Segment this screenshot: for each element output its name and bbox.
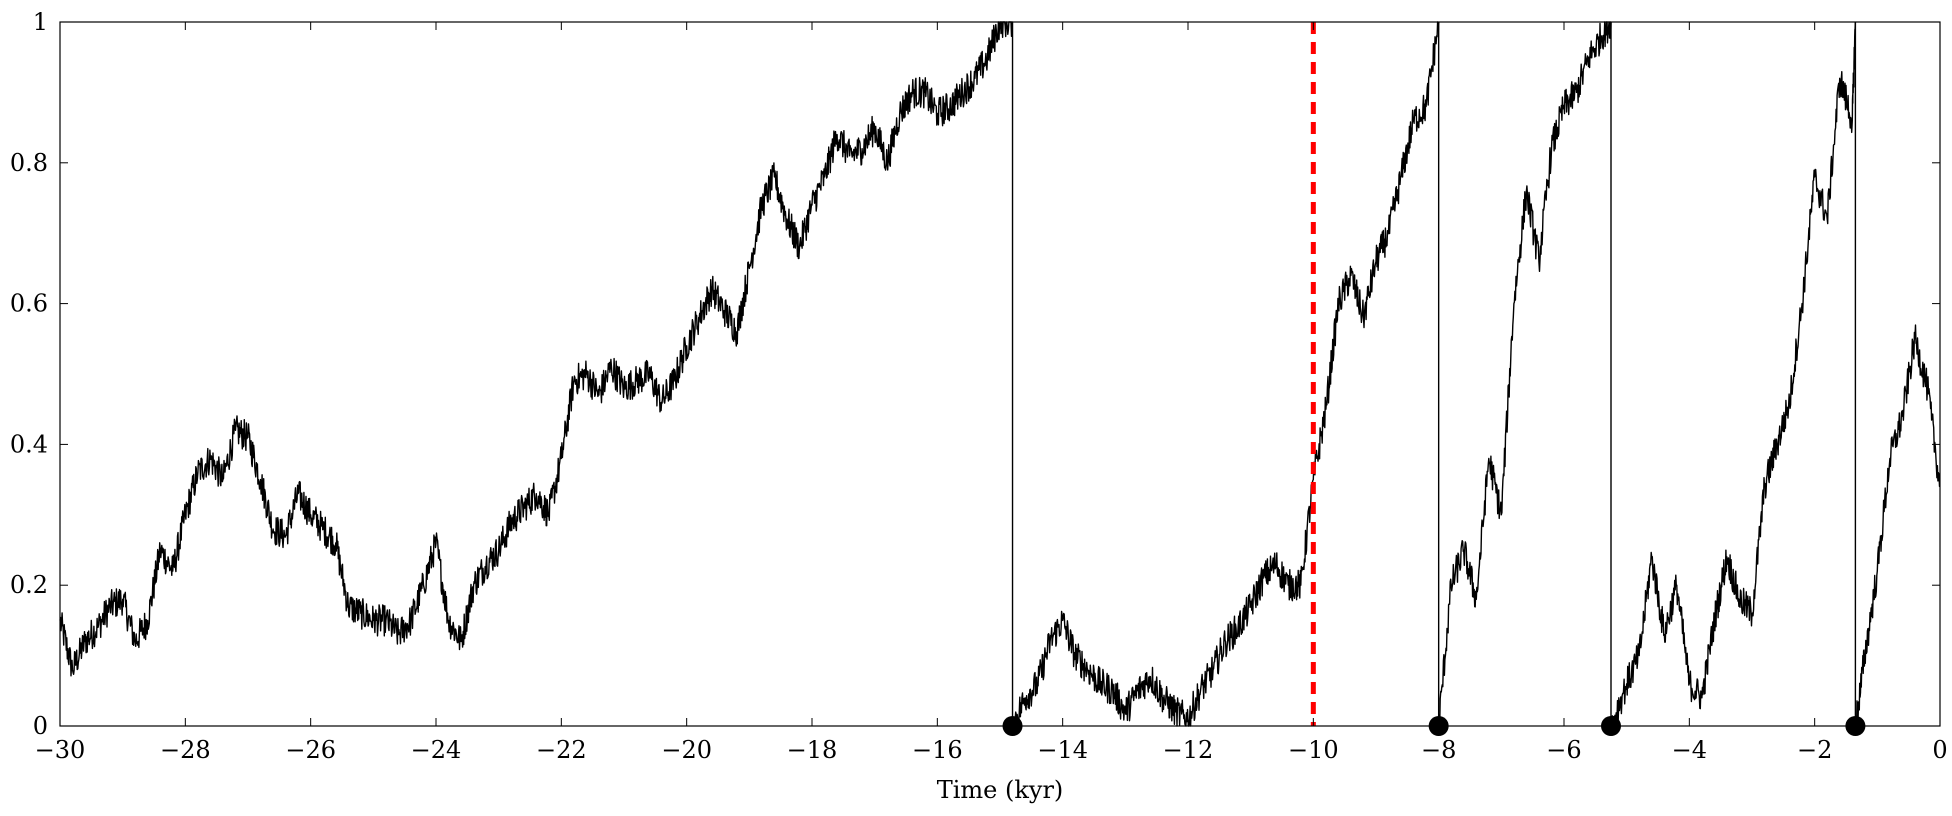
x-tick-label: 0 xyxy=(1932,736,1947,764)
x-tick-label: −4 xyxy=(1672,736,1707,764)
series-layer xyxy=(59,21,1941,727)
x-tick-label: −12 xyxy=(1163,736,1214,764)
x-tick-label: −18 xyxy=(787,736,838,764)
series-line xyxy=(1610,21,1857,727)
series-line xyxy=(1438,21,1612,727)
y-tick-label: 0.8 xyxy=(10,149,48,177)
series-line xyxy=(1855,324,1941,727)
series-line xyxy=(1011,21,1440,727)
x-tick-label: −30 xyxy=(35,736,86,764)
y-tick-label: 0 xyxy=(33,712,48,740)
plot-background xyxy=(60,22,1940,726)
x-tick-label: −24 xyxy=(411,736,462,764)
x-tick-label: −28 xyxy=(160,736,211,764)
series-line xyxy=(59,21,1013,677)
x-tick-label: −8 xyxy=(1421,736,1456,764)
x-axis-title: Time (kyr) xyxy=(937,776,1064,804)
axes-frame xyxy=(59,21,1941,727)
x-tick-label: −2 xyxy=(1797,736,1832,764)
x-tick-label: −22 xyxy=(536,736,587,764)
y-tick-label: 0.2 xyxy=(10,571,48,599)
x-tick-label: −10 xyxy=(1288,736,1339,764)
x-tick-label: −14 xyxy=(1037,736,1088,764)
x-tick-label: −6 xyxy=(1546,736,1581,764)
reset-lines xyxy=(1011,22,1857,726)
y-tick-label: 0.6 xyxy=(10,290,48,318)
y-tick-label: 1 xyxy=(33,8,48,36)
plot-area xyxy=(60,22,1940,726)
axes: −30 −28 −26 −24 −22 −20 −18 −16 −14 −12 −10 −8 −6 −4−… xyxy=(10,8,1948,764)
y-tick-label: 0.4 xyxy=(10,430,48,458)
x-tick-label: −16 xyxy=(912,736,963,764)
x-tick-label: −20 xyxy=(661,736,712,764)
x-tick-label: −26 xyxy=(285,736,336,764)
